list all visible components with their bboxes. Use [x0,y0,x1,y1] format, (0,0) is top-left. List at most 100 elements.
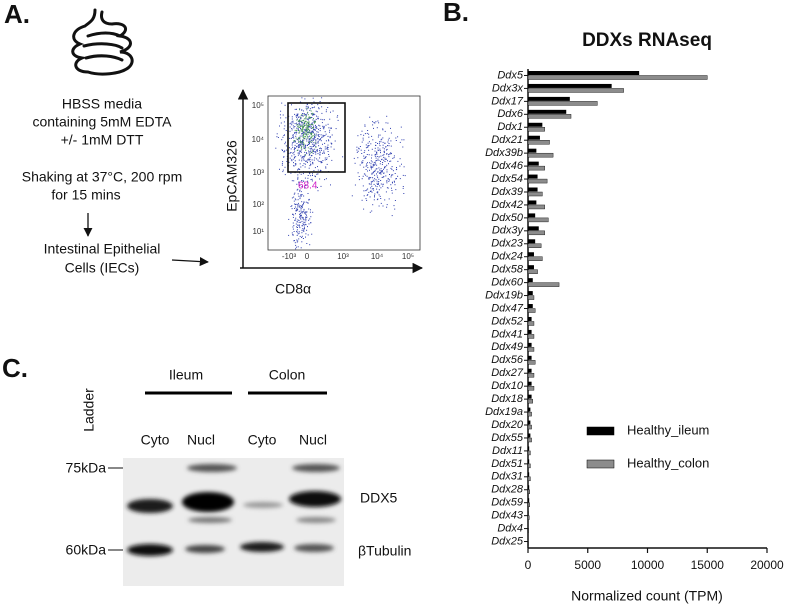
flow-dot [304,113,305,115]
flow-dot [303,143,305,145]
flow-dot [304,123,306,124]
flow-dot [314,175,316,177]
flow-dot [382,154,384,156]
flow-dot [308,140,310,142]
bar [528,472,530,477]
flow-dot [327,148,329,150]
y-tick-label: Ddx60 [491,277,524,289]
flow-dot [394,200,396,201]
flow-dot [304,221,306,223]
flow-dot [299,101,301,103]
flow-dot [294,108,296,110]
flow-dot [294,147,296,149]
flow-dot [297,233,299,235]
flow-dot [371,161,373,163]
flow-dot [289,157,291,159]
flow-dot [331,159,333,161]
flow-dot [384,167,386,169]
flow-dot [289,126,291,128]
flow-dot [294,132,295,134]
flow-dot [297,169,298,171]
flow-dot [322,134,324,136]
y-tick-label: Ddx31 [491,471,523,483]
flow-dot [311,143,313,145]
flow-dot [368,176,370,178]
flow-dot [303,132,305,134]
flow-dot [387,145,388,147]
flow-dot [303,124,305,126]
flow-dot [395,137,397,139]
flow-dot [311,130,313,132]
flow-dot [373,183,375,185]
flow-dot [307,181,309,183]
flow-dot [354,184,356,186]
y-tick-label: Ddx51 [491,458,523,470]
flow-dot [290,148,292,150]
flow-dot [293,231,295,232]
flow-dot [299,213,301,214]
flow-dot [303,219,305,221]
flow-dot [304,163,306,165]
flow-dot [302,143,304,145]
flow-dot [298,224,300,226]
flow-dot [367,194,369,196]
flow-dot [312,138,314,139]
y-tick-label: Ddx27 [491,367,524,379]
flow-dot [380,198,382,199]
bar [527,243,542,248]
bar [527,178,548,184]
flow-dot [305,117,307,119]
flow-dot [320,149,322,151]
flow-dot [376,180,378,182]
flow-dot [301,146,303,148]
bar [527,217,549,223]
flow-dot [295,219,297,221]
flow-dot [315,127,317,129]
y-tick-label: Ddx52 [491,315,523,327]
flow-dot [301,216,303,218]
flow-dot [312,135,314,137]
flow-dot [298,204,300,206]
bar [527,528,529,533]
flow-dot [309,218,311,220]
flow-dot [305,118,307,120]
flow-dot [311,104,313,105]
flow-dot [366,189,368,191]
flow-dot [375,168,377,170]
flow-dot [328,140,330,142]
flow-dot [378,182,379,184]
band-label: βTubulin [358,543,411,559]
flow-dot [376,151,378,153]
flow-dot [307,145,308,146]
band [296,517,336,523]
flow-dot [304,114,306,116]
bar [527,373,535,378]
lane-label: Cyto [141,432,170,448]
flow-dot [325,140,327,142]
flow-dot [324,131,326,133]
flow-dot [393,205,395,207]
flow-dot [387,187,389,189]
flow-dot [362,162,364,164]
flow-dot [376,184,378,185]
flow-dot [310,126,312,128]
flow-dot [359,146,361,147]
flow-dot [316,149,318,151]
flow-dot [299,196,301,198]
bar [527,114,572,119]
flow-dot [377,120,379,122]
flow-dot [364,133,366,135]
flow-dot [299,172,301,174]
flow-dot [298,152,300,154]
flow-dot [292,122,294,124]
flow-dot [292,234,293,236]
flow-dot [300,191,302,193]
flow-dot [360,134,362,136]
bar [527,295,535,300]
flow-dot [310,128,312,129]
flow-dot [305,113,307,115]
flow-dot [308,154,310,156]
flow-dot [305,224,307,226]
flow-dot [300,116,302,118]
flow-dot [318,161,320,162]
